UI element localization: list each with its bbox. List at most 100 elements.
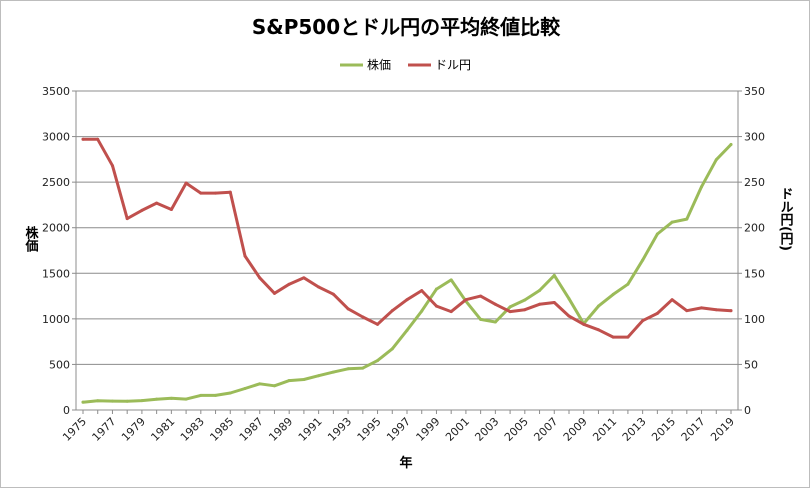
y-tick-label-right: 150 xyxy=(744,267,765,280)
data-point xyxy=(302,276,306,280)
data-point xyxy=(243,254,247,258)
data-point xyxy=(81,137,85,141)
data-point xyxy=(96,399,100,403)
x-tick-label: 2007 xyxy=(531,415,560,444)
data-point xyxy=(405,298,409,302)
data-point xyxy=(449,278,453,282)
x-tick-label: 2013 xyxy=(620,415,649,444)
data-point xyxy=(228,391,232,395)
data-point xyxy=(685,217,689,221)
data-point xyxy=(96,137,100,141)
data-point xyxy=(272,291,276,295)
x-tick-label: 1999 xyxy=(414,415,443,444)
data-point xyxy=(434,304,438,308)
data-point xyxy=(567,297,571,301)
data-point xyxy=(479,317,483,321)
data-point xyxy=(538,289,542,293)
y-tick-label-right: 250 xyxy=(744,176,765,189)
x-tick-label: 2009 xyxy=(561,415,590,444)
y-tick-label-left: 3000 xyxy=(42,131,70,144)
data-point xyxy=(155,397,159,401)
x-tick-label: 1991 xyxy=(296,415,325,444)
y-axis-right-ticks: 0 50 100 150 200 250 300 350 xyxy=(738,85,765,417)
data-point xyxy=(655,311,659,315)
x-tick-label: 1997 xyxy=(384,415,413,444)
x-tick-label: 1981 xyxy=(148,415,177,444)
data-point xyxy=(670,220,674,224)
data-point xyxy=(125,399,129,403)
x-axis-ticks: 1975 1977 1979 1981 1983 1985 1987 1989 1991 1993… xyxy=(60,410,737,444)
series-points xyxy=(81,137,733,339)
y-tick-label-left: 1000 xyxy=(42,313,70,326)
x-tick-label: 2005 xyxy=(502,415,531,444)
data-point xyxy=(346,307,350,311)
data-point xyxy=(596,328,600,332)
series-points xyxy=(81,143,733,404)
data-point xyxy=(125,217,129,221)
data-point xyxy=(302,377,306,381)
data-point xyxy=(700,306,704,310)
y-tick-label-right: 100 xyxy=(744,313,765,326)
data-point xyxy=(434,287,438,291)
y-axis-left-title: 株価 xyxy=(23,225,40,253)
data-point xyxy=(405,328,409,332)
data-point xyxy=(493,320,497,324)
x-tick-label: 1995 xyxy=(355,415,384,444)
data-point xyxy=(714,308,718,312)
data-point xyxy=(243,386,247,390)
x-tick-label: 2011 xyxy=(590,415,619,444)
data-point xyxy=(626,335,630,339)
y-tick-label-left: 500 xyxy=(49,358,70,371)
data-point xyxy=(287,379,291,383)
x-tick-label: 1983 xyxy=(178,415,207,444)
data-point xyxy=(567,314,571,318)
data-point xyxy=(81,400,85,404)
data-point xyxy=(479,294,483,298)
data-point xyxy=(199,191,203,195)
y-tick-label-right: 200 xyxy=(744,222,765,235)
data-point xyxy=(641,258,645,262)
data-point xyxy=(317,374,321,378)
data-point xyxy=(361,315,365,319)
data-point xyxy=(258,276,262,280)
x-tick-label: 2001 xyxy=(443,415,472,444)
data-point xyxy=(523,298,527,302)
y-tick-label-left: 3500 xyxy=(42,85,70,98)
chart-title: S&P500とドル円の平均終値比較 xyxy=(252,15,561,39)
legend-label-usdjpy: ドル円 xyxy=(435,58,471,72)
axes xyxy=(75,91,739,411)
x-tick-label: 1975 xyxy=(60,415,89,444)
legend: 株価 ドル円 xyxy=(340,57,471,72)
data-point xyxy=(199,393,203,397)
data-point xyxy=(169,396,173,400)
data-point xyxy=(582,322,586,326)
data-point xyxy=(140,399,144,403)
data-point xyxy=(110,164,114,168)
data-point xyxy=(390,309,394,313)
data-point xyxy=(641,319,645,323)
y-axis-left-ticks: 0 500 1000 1500 2000 2500 3000 3500 xyxy=(42,85,76,417)
data-point xyxy=(390,347,394,351)
data-point xyxy=(685,309,689,313)
data-point xyxy=(140,208,144,212)
data-point xyxy=(331,370,335,374)
data-point xyxy=(184,181,188,185)
x-tick-label: 2015 xyxy=(649,415,678,444)
data-point xyxy=(317,285,321,289)
data-point xyxy=(729,143,733,147)
x-axis-title: 年 xyxy=(399,455,412,471)
data-point xyxy=(169,207,173,211)
data-point xyxy=(361,366,365,370)
data-point xyxy=(596,304,600,308)
data-point xyxy=(155,201,159,205)
y-tick-label-left: 2500 xyxy=(42,176,70,189)
data-point xyxy=(729,309,733,313)
data-point xyxy=(228,190,232,194)
data-point xyxy=(538,302,542,306)
data-point xyxy=(611,335,615,339)
data-point xyxy=(420,309,424,313)
x-tick-label: 2019 xyxy=(708,415,737,444)
data-point xyxy=(508,310,512,314)
